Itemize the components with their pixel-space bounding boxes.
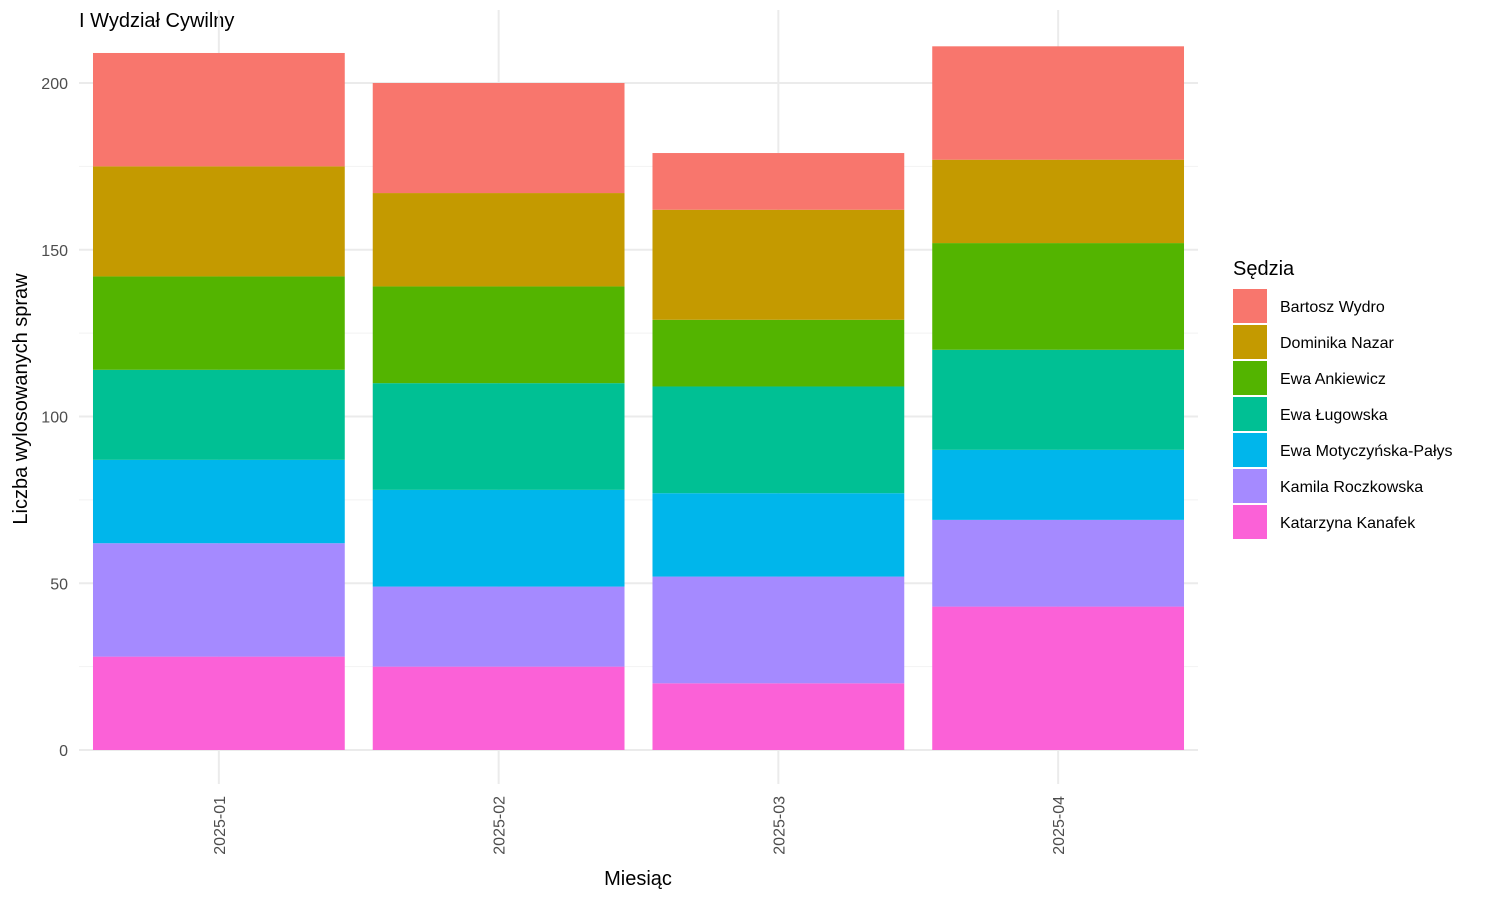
- bar-segment: [92, 52, 345, 167]
- bar-segment: [372, 193, 625, 287]
- bar-segment: [92, 276, 345, 370]
- bar-segment: [652, 209, 905, 320]
- bar-segment: [932, 519, 1185, 607]
- x-axis: 2025-01 2025-02 2025-03 2025-04: [212, 796, 1068, 855]
- bar-segment: [372, 286, 625, 384]
- y-tick-label: 100: [41, 410, 68, 427]
- legend-swatch: [1233, 469, 1267, 503]
- bar-segment: [932, 243, 1185, 350]
- legend-swatch: [1233, 361, 1267, 395]
- legend-label: Bartosz Wydro: [1280, 299, 1385, 316]
- bar-segment: [652, 576, 905, 684]
- bar-segment: [372, 83, 625, 194]
- bar-segment: [92, 166, 345, 277]
- y-tick-label: 200: [41, 76, 68, 93]
- bar-segment: [932, 349, 1185, 450]
- bar-segment: [92, 459, 345, 544]
- legend-title: Sędzia: [1233, 258, 1295, 280]
- legend-label: Katarzyna Kanafek: [1280, 515, 1416, 532]
- bar-segment: [652, 319, 905, 387]
- x-tick-label: 2025-02: [492, 796, 509, 855]
- bar-segment: [652, 386, 905, 494]
- y-axis: 0 50 100 150 200: [41, 76, 68, 760]
- x-tick-label: 2025-03: [771, 796, 788, 855]
- x-tick-label: 2025-04: [1051, 796, 1068, 855]
- y-tick-label: 50: [50, 576, 68, 593]
- bars: [92, 46, 1185, 750]
- bar-segment: [932, 449, 1185, 520]
- bar-segment: [652, 493, 905, 577]
- legend-swatch: [1233, 325, 1267, 359]
- bar-segment: [372, 383, 625, 490]
- bar-segment: [372, 666, 625, 750]
- bar-segment: [932, 46, 1185, 160]
- legend-swatch: [1233, 433, 1267, 467]
- x-axis-title: Miesiąc: [604, 868, 672, 890]
- legend-label: Ewa Ankiewicz: [1280, 371, 1386, 388]
- legend-swatch: [1233, 505, 1267, 539]
- bar-segment: [372, 489, 625, 587]
- legend-label: Ewa Ługowska: [1280, 407, 1388, 424]
- legend-label: Dominika Nazar: [1280, 335, 1394, 352]
- legend-label: Kamila Roczkowska: [1280, 479, 1423, 496]
- y-axis-title: Liczba wylosowanych spraw: [10, 273, 32, 525]
- legend-label: Ewa Motyczyńska-Pałys: [1280, 443, 1453, 460]
- bar-segment: [372, 586, 625, 667]
- y-tick-label: 150: [41, 243, 68, 260]
- bar-segment: [92, 543, 345, 657]
- y-tick-label: 0: [59, 743, 68, 760]
- bar-segment: [652, 683, 905, 750]
- legend-swatch: [1233, 397, 1267, 431]
- bar-segment: [932, 159, 1185, 244]
- bar-segment: [92, 369, 345, 460]
- bar-segment: [92, 656, 345, 750]
- legend-swatch: [1233, 289, 1267, 323]
- chart-title: I Wydział Cywilny: [79, 10, 234, 32]
- bar-segment: [652, 153, 905, 210]
- x-tick-label: 2025-01: [212, 796, 229, 855]
- bar-segment: [932, 606, 1185, 750]
- legend: Sędzia Bartosz Wydro Dominika Nazar Ewa An…: [1233, 258, 1453, 539]
